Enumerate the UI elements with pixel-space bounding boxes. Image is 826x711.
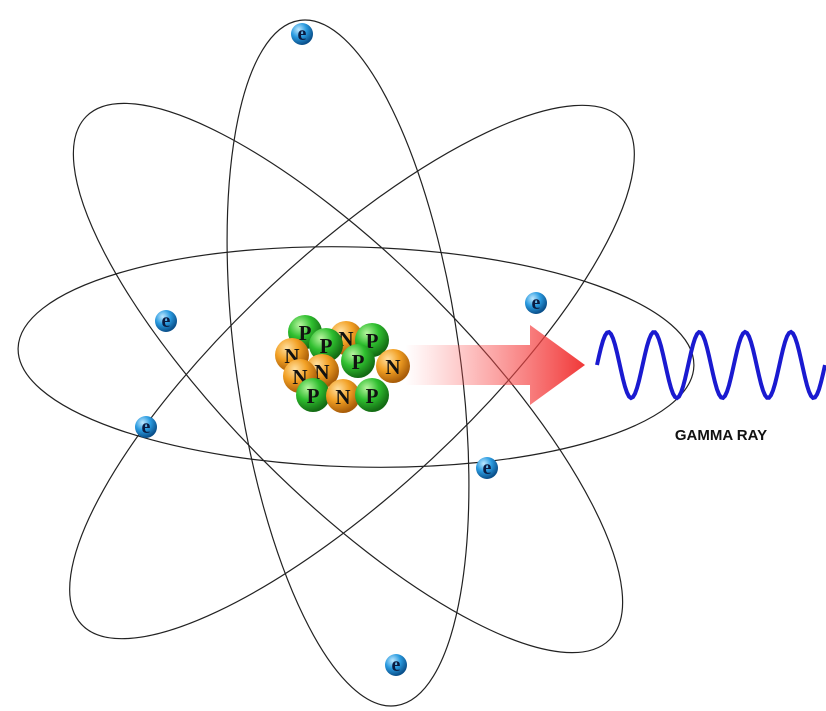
electron: e [291, 23, 313, 45]
electron-ball [135, 416, 157, 438]
nucleon-label: N [314, 360, 329, 384]
electron-label: e [298, 23, 307, 45]
nucleon: P [341, 344, 375, 378]
electron-label: e [142, 416, 151, 438]
nucleon-label: P [299, 321, 312, 345]
nucleon-label: P [320, 334, 333, 358]
electron-label: e [483, 457, 492, 479]
electron-label: e [392, 654, 401, 676]
nucleon-label: N [335, 385, 350, 409]
gamma-ray-label: GAMMA RAY [675, 427, 767, 444]
electron: e [155, 310, 177, 332]
electron: e [525, 292, 547, 314]
nucleon-label: P [366, 329, 379, 353]
nucleon-ball [296, 378, 330, 412]
nucleon-label: P [307, 384, 320, 408]
nucleon: N [376, 349, 410, 383]
electron-label: e [532, 292, 541, 314]
electron: e [385, 654, 407, 676]
orbit [69, 104, 635, 640]
nucleon-label: N [385, 355, 400, 379]
electron-ball [291, 23, 313, 45]
nucleon-ball [376, 349, 410, 383]
nucleon-ball [355, 378, 389, 412]
nucleon-ball [309, 328, 343, 362]
nucleon-label: P [366, 384, 379, 408]
nucleon: P [309, 328, 343, 362]
orbit [17, 246, 695, 468]
nucleon-ball [341, 344, 375, 378]
nucleon: N [326, 379, 360, 413]
electron-ball [525, 292, 547, 314]
emission-arrow [405, 325, 585, 405]
electron-ball [476, 457, 498, 479]
nucleon: P [296, 378, 330, 412]
electron-ball [155, 310, 177, 332]
electron: e [135, 416, 157, 438]
orbit [72, 102, 624, 654]
electron-ball [385, 654, 407, 676]
nucleon-label: P [352, 350, 365, 374]
orbits [17, 19, 695, 707]
electron: e [476, 457, 498, 479]
nucleon-ball [326, 379, 360, 413]
electrons: e e e e e e [135, 23, 547, 676]
nucleon: P [355, 378, 389, 412]
electron-label: e [162, 310, 171, 332]
gamma-wave [595, 329, 826, 401]
